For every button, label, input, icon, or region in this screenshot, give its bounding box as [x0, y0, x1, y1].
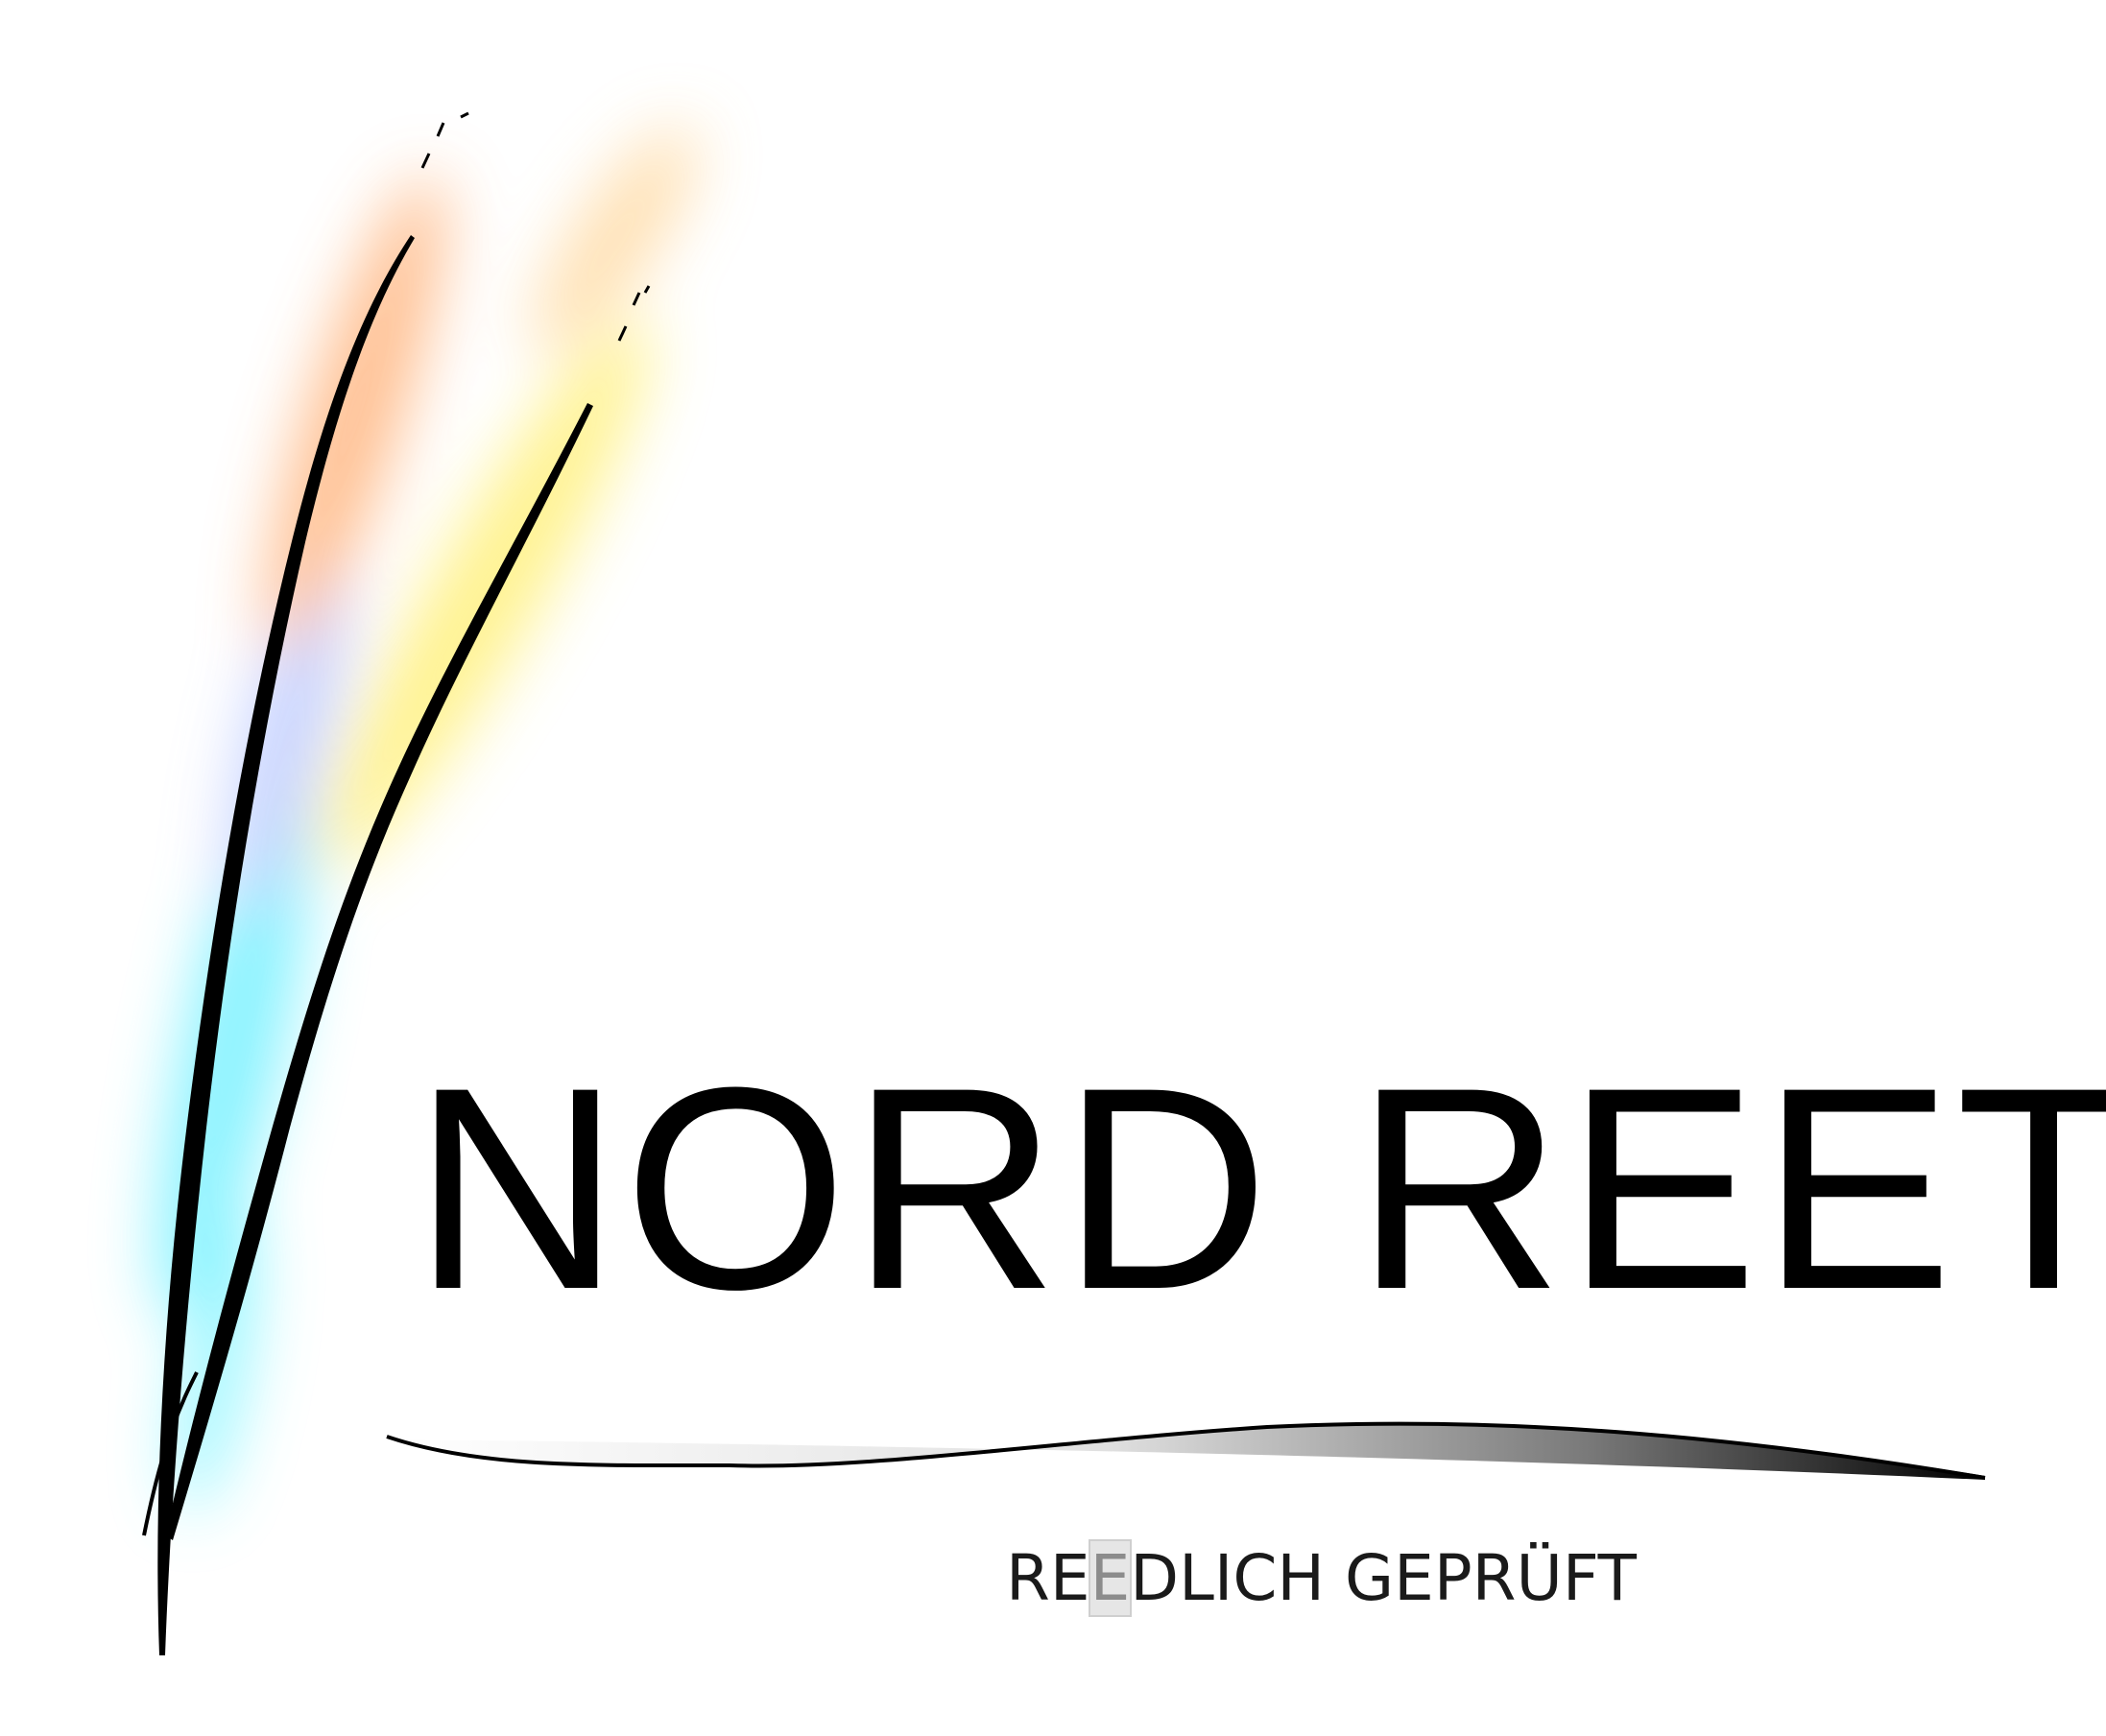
tagline-part-end: DLICH GEPRÜFT	[1130, 1541, 1637, 1615]
brand-tagline: REEDLICH GEPRÜFT	[1006, 1539, 1637, 1617]
swoosh-underline	[386, 1421, 1986, 1480]
brand-wordmark: NORD REET	[413, 1027, 2106, 1349]
tagline-part-start: RE	[1006, 1541, 1090, 1615]
tagline-highlight-letter: E	[1088, 1539, 1133, 1617]
